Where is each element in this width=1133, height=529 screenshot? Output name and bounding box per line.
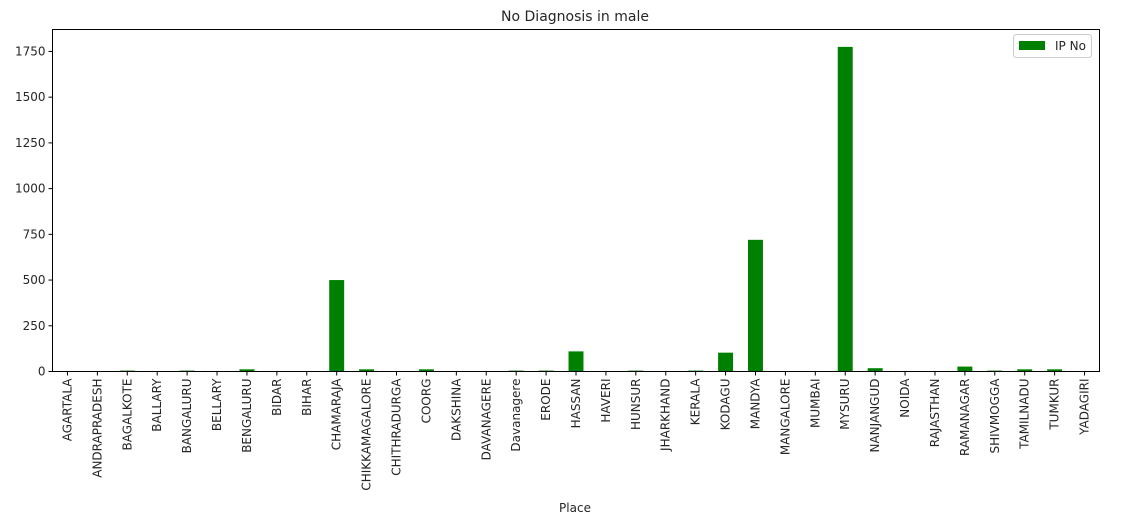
x-tick-label: NOIDA xyxy=(898,378,912,418)
x-tick-label: Davanagere xyxy=(509,379,523,452)
x-tick-label: COORG xyxy=(419,379,433,424)
x-tick-label: BAGALKOTE xyxy=(120,379,134,451)
y-tick-label: 1000 xyxy=(15,182,46,196)
bar-chamaraja xyxy=(329,280,344,371)
legend-label: IP No xyxy=(1055,39,1086,53)
x-tick-label: KODAGU xyxy=(719,379,733,431)
x-tick-label: BENGALURU xyxy=(240,379,254,453)
x-tick-label: MYSURU xyxy=(838,379,852,430)
bar-kodagu xyxy=(718,353,733,372)
x-tick-label: NANJANGUD xyxy=(868,379,882,453)
x-tick-label: JHARKHAND xyxy=(659,379,673,452)
chart-title: No Diagnosis in male xyxy=(501,9,649,25)
x-tick-label: CHIKKAMAGALORE xyxy=(360,379,374,491)
x-tick-label: YADAGIRI xyxy=(1078,379,1092,436)
x-tick-label: MANDYA xyxy=(748,378,762,430)
y-tick-label: 750 xyxy=(23,227,46,241)
y-tick-label: 1250 xyxy=(15,136,46,150)
x-tick-label: DAVANAGERE xyxy=(479,379,493,461)
x-tick-label: DAKSHINA xyxy=(449,378,463,441)
x-tick-label: MANGALORE xyxy=(778,379,792,456)
y-tick-label: 1500 xyxy=(15,90,46,104)
y-tick-label: 250 xyxy=(23,319,46,333)
x-tick-label: HAVERI xyxy=(599,379,613,423)
bar-mandya xyxy=(748,240,763,372)
x-tick-label: BIHAR xyxy=(300,379,314,416)
y-tick-label: 500 xyxy=(23,273,46,287)
x-tick-label: HASSAN xyxy=(569,379,583,429)
x-tick-label: BANGALURU xyxy=(180,379,194,454)
legend-swatch xyxy=(1019,41,1045,50)
y-axis: 0 250 500 750 1000 1250 1500 1750 xyxy=(15,44,53,378)
x-tick-label: TAMILNADU xyxy=(1018,379,1032,450)
x-tick-label: ANDRAPRADESH xyxy=(90,379,104,478)
y-tick-label: 0 xyxy=(38,365,46,379)
x-tick-label: RAJASTHAN xyxy=(928,379,942,448)
x-axis-label: Place xyxy=(559,501,591,515)
x-tick-label: TUMKUR xyxy=(1048,379,1062,431)
x-tick-label: ERODE xyxy=(539,379,553,421)
x-tick-label: SHIVMOGGA xyxy=(988,378,1002,454)
plot-frame xyxy=(53,30,1100,372)
x-tick-label: CHITHRADURGA xyxy=(390,378,404,476)
bar-ramanagar xyxy=(957,367,972,372)
x-tick-label: BALLARY xyxy=(150,378,164,432)
x-axis: AGARTALA ANDRAPRADESH BAGALKOTE BALLARY BANG… xyxy=(60,372,1091,491)
legend: IP No xyxy=(1014,35,1092,58)
x-tick-label: HUNSUR xyxy=(629,379,643,431)
x-tick-label: MUMBAI xyxy=(808,379,822,428)
y-tick-label: 1750 xyxy=(15,44,46,58)
x-tick-label: BELLARY xyxy=(210,378,224,431)
bar-series xyxy=(60,47,1092,372)
bar-hassan xyxy=(569,351,584,371)
x-tick-label: KERALA xyxy=(689,378,703,425)
x-tick-label: CHAMARAJA xyxy=(330,378,344,451)
x-tick-label: RAMANAGAR xyxy=(958,379,972,456)
x-tick-label: AGARTALA xyxy=(60,378,74,442)
bar-mysuru xyxy=(838,47,853,372)
x-tick-label: BIDAR xyxy=(270,379,284,416)
